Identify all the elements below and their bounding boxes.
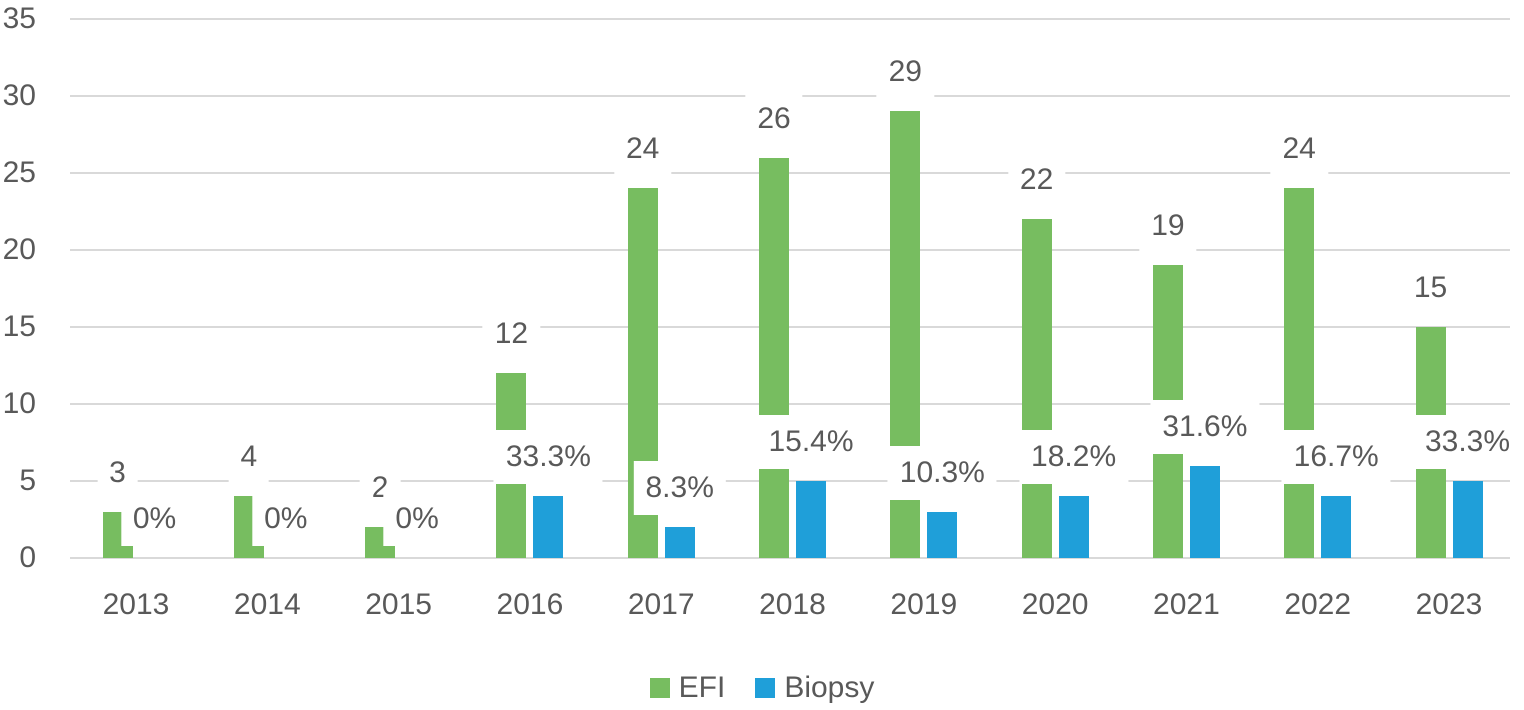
efi-value-label-2020: 22: [1007, 153, 1066, 208]
x-tick-label-2017: 2017: [627, 588, 695, 621]
gridline-y-15: [70, 326, 1510, 328]
gridline-y-25: [70, 172, 1510, 174]
y-tick-label-15: 15: [2, 310, 36, 343]
efi-value-label-2017: 24: [614, 122, 672, 177]
bar-biopsy-2018: [796, 481, 826, 558]
bar-biopsy-2022: [1321, 496, 1352, 558]
gridline-y-10: [70, 403, 1510, 405]
bar-efi-2022: [1284, 188, 1315, 558]
x-tick-label-2014: 2014: [233, 588, 301, 621]
x-tick-label-2019: 2019: [890, 588, 958, 621]
legend-item-biopsy: Biopsy: [755, 672, 874, 704]
efi-value-label-2022: 24: [1270, 122, 1328, 177]
efi-value-label-2021: 19: [1139, 199, 1197, 254]
x-tick-label-2021: 2021: [1153, 588, 1220, 621]
biopsy-pct-label-2020: 18.2%: [1019, 430, 1129, 485]
y-tick-label-10: 10: [2, 387, 36, 420]
legend-efi-swatch: [649, 678, 670, 698]
y-tick-label-30: 30: [2, 79, 36, 112]
gridline-y-5: [70, 480, 1510, 482]
bar-efi-2020: [1021, 219, 1052, 558]
bar-biopsy-2021: [1189, 465, 1220, 558]
biopsy-pct-label-2014: 0%: [252, 492, 320, 546]
x-tick-label-2022: 2022: [1284, 588, 1352, 621]
gridline-y-35: [70, 18, 1510, 20]
x-tick-label-2023: 2023: [1415, 588, 1483, 621]
biopsy-pct-label-2015: 0%: [383, 492, 451, 546]
bar-biopsy-2019: [927, 511, 958, 558]
bar-biopsy-2020: [1058, 496, 1089, 558]
biopsy-pct-label-2023: 33.3%: [1412, 415, 1523, 469]
biopsy-pct-label-2021: 31.6%: [1150, 399, 1260, 454]
bar-biopsy-2016: [533, 496, 564, 558]
efi-value-label-2016: 12: [482, 307, 541, 362]
legend-biopsy-swatch: [755, 678, 776, 698]
legend-biopsy-label: Biopsy: [784, 671, 875, 704]
gridline-y-0: [70, 557, 1510, 559]
y-tick-label-0: 0: [19, 541, 36, 574]
legend: EFI Biopsy: [0, 672, 1524, 704]
legend-efi-label: EFI: [678, 671, 726, 704]
biopsy-pct-label-2016: 33.3%: [493, 430, 603, 485]
bar-biopsy-2023: [1452, 481, 1483, 558]
biopsy-pct-label-2022: 16.7%: [1281, 430, 1391, 485]
x-tick-label-2013: 2013: [102, 588, 170, 621]
legend-item-efi: EFI: [649, 671, 726, 704]
y-tick-label-25: 25: [2, 156, 36, 189]
gridline-y-20: [70, 249, 1510, 251]
efi-value-label-2019: 29: [876, 45, 934, 100]
efi-value-label-2018: 26: [745, 91, 803, 146]
y-tick-label-35: 35: [2, 2, 36, 35]
x-tick-label-2016: 2016: [496, 588, 564, 621]
x-tick-label-2015: 2015: [365, 588, 432, 621]
biopsy-pct-label-2013: 0%: [120, 492, 189, 546]
y-tick-label-20: 20: [2, 233, 36, 266]
biopsy-pct-label-2018: 15.4%: [756, 415, 866, 469]
bar-efi-2018: [759, 157, 789, 558]
efi-value-label-2014: 4: [228, 430, 270, 485]
y-tick-label-5: 5: [19, 464, 36, 497]
bar-biopsy-2017: [664, 527, 695, 558]
efi-value-label-2013: 3: [97, 445, 138, 500]
efi-value-label-2023: 15: [1401, 261, 1460, 315]
biopsy-pct-label-2019: 10.3%: [887, 445, 997, 500]
biopsy-pct-label-2017: 8.3%: [633, 461, 726, 516]
x-tick-label-2018: 2018: [759, 588, 826, 621]
x-tick-label-2020: 2020: [1021, 588, 1089, 621]
